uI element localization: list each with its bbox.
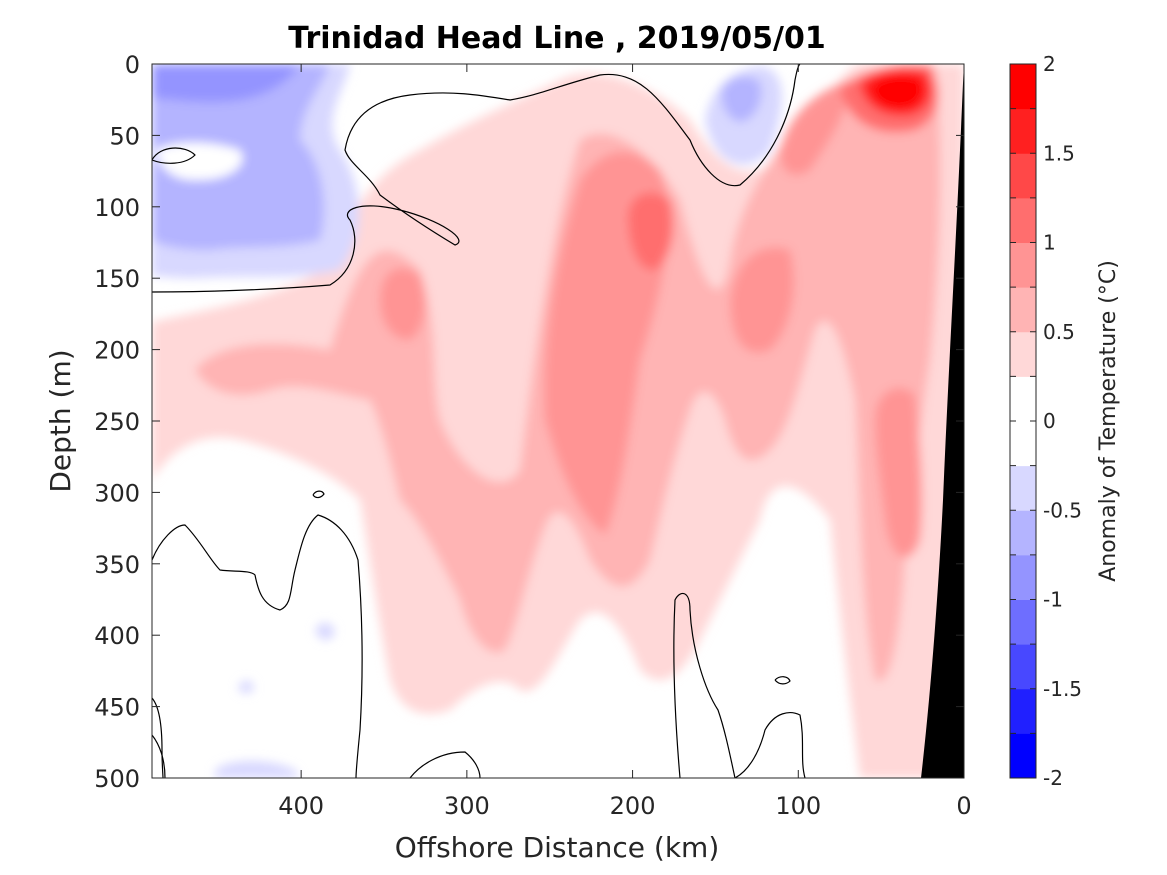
x-tick-label: 400 xyxy=(278,792,324,820)
colorbar-segment xyxy=(1010,421,1036,467)
y-tick-label: 250 xyxy=(94,408,140,436)
warm-region-0.75-c xyxy=(730,247,794,353)
y-tick-label: 0 xyxy=(125,51,140,79)
y-tick-label: 450 xyxy=(94,694,140,722)
y-tick-label: 300 xyxy=(94,479,140,507)
y-tick-label: 200 xyxy=(94,337,140,365)
y-tick-label: 50 xyxy=(109,122,140,150)
colorbar-segment xyxy=(1010,688,1036,734)
colorbar-tick-label: -1 xyxy=(1043,588,1063,612)
colorbar-tick-label: 2 xyxy=(1043,52,1056,76)
zero-contour-upper xyxy=(152,64,801,293)
x-axis-label: Offshore Distance (km) xyxy=(395,831,720,864)
colorbar-label: Anomaly of Temperature (°C) xyxy=(1096,260,1121,582)
colorbar-tick-label: 1.5 xyxy=(1043,141,1075,165)
colorbar-segment xyxy=(1010,153,1036,199)
zero-contour-bottom-mid xyxy=(409,751,481,778)
colorbar: 2 1.5 1 0.5 0 -0.5 -1 -1.5 -2 xyxy=(1009,52,1082,790)
warm-region-0.75-e xyxy=(780,80,850,175)
x-tick-label: 100 xyxy=(775,792,821,820)
y-tick-label: 400 xyxy=(94,622,140,650)
colorbar-segment xyxy=(1010,733,1036,779)
chart-title: Trinidad Head Line , 2019/05/01 xyxy=(288,21,825,56)
zero-contour-small-1 xyxy=(312,490,325,499)
cool-region-0.75 xyxy=(152,64,300,103)
colorbar-tick-label: -0.5 xyxy=(1043,498,1082,522)
warm-region-1.0 xyxy=(628,192,674,271)
colorbar-segment xyxy=(1010,465,1036,511)
y-tick-label: 100 xyxy=(94,194,140,222)
zero-contour-deep-right xyxy=(734,712,806,778)
cool-region-deep xyxy=(215,761,300,778)
colorbar-segment xyxy=(1010,376,1036,422)
colorbar-segment xyxy=(1010,644,1036,690)
colorbar-segment xyxy=(1010,287,1036,333)
zero-contour-deep-center xyxy=(673,592,736,778)
colorbar-segment xyxy=(1010,197,1036,243)
neutral-pocket xyxy=(155,142,243,181)
zero-contours xyxy=(152,64,806,778)
colorbar-segment xyxy=(1010,331,1036,377)
plot-area xyxy=(151,63,965,779)
colorbar-segment xyxy=(1010,64,1036,110)
zero-contour-deep-left-c xyxy=(152,734,166,778)
x-tick-label: 200 xyxy=(610,792,656,820)
colorbar-segment xyxy=(1010,510,1036,556)
cool-region-shelf-core xyxy=(721,76,762,122)
colorbar-segment xyxy=(1010,108,1036,154)
colorbar-segment xyxy=(1010,599,1036,645)
warm-region-0.75-b xyxy=(380,268,426,340)
x-axis: 400 300 200 100 0 xyxy=(278,64,972,820)
colorbar-tick-label: -2 xyxy=(1043,766,1063,790)
colorbar-segment xyxy=(1010,554,1036,600)
cool-region-deep-b xyxy=(315,622,335,640)
zero-contour-offshore-top xyxy=(152,147,196,164)
cool-region-deep-c xyxy=(238,680,254,694)
colorbar-segment xyxy=(1010,242,1036,288)
colorbar-tick-label: 0.5 xyxy=(1043,320,1075,344)
y-axis-label: Depth (m) xyxy=(44,349,77,492)
y-axis: 0 50 100 150 200 250 300 350 400 450 500 xyxy=(94,51,964,793)
zero-contour-deep-left xyxy=(152,514,363,778)
y-tick-label: 350 xyxy=(94,551,140,579)
land-mask xyxy=(921,64,964,778)
colorbar-tick-label: 1 xyxy=(1043,231,1056,255)
zero-contour-small-2 xyxy=(774,676,791,685)
colorbar-tick-label: -1.5 xyxy=(1043,677,1082,701)
colorbar-tick-label: 0 xyxy=(1043,409,1056,433)
x-tick-label: 300 xyxy=(444,792,490,820)
x-tick-label: 0 xyxy=(956,792,971,820)
y-tick-label: 150 xyxy=(94,265,140,293)
warm-region-0.75-d xyxy=(875,388,923,558)
warm-region-2.0 xyxy=(872,76,922,109)
y-tick-label: 500 xyxy=(94,765,140,793)
